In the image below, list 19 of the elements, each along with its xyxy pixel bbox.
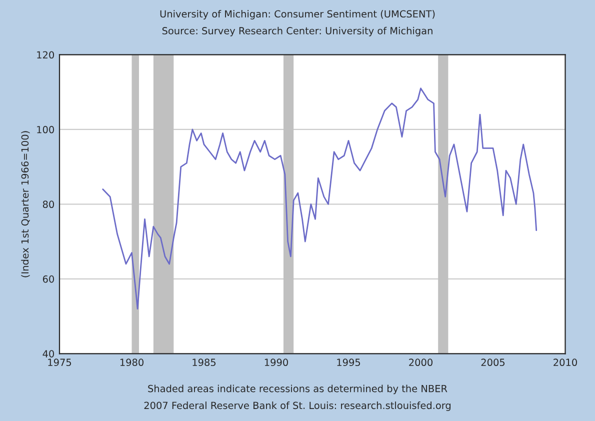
- y-axis-title: (Index 1st Quarter 1966=100): [21, 131, 30, 278]
- x-tick-label: 1975: [48, 358, 72, 366]
- x-tick-label: 1985: [192, 358, 216, 366]
- chart-subtitle: Source: Survey Research Center: University of Michigan: [162, 26, 432, 36]
- y-tick-label: 100: [37, 126, 54, 134]
- x-tick-label: 2010: [554, 358, 577, 366]
- line-series: [102, 88, 538, 310]
- text: Shaded areas indicate recessions as determined by the NBER: [148, 384, 448, 394]
- y-tick-label: 120: [37, 51, 54, 59]
- y-tick-label: 40: [42, 350, 54, 358]
- text: 2007 Federal Reserve Bank of St. Louis: research.stlouisfed.org: [144, 402, 450, 411]
- chart-title: University of Michigan: Consumer Sentiment (UMCSENT): [160, 10, 435, 20]
- x-tick-label: 1980: [120, 358, 144, 366]
- x-tick-label: 2000: [409, 358, 432, 366]
- x-tick-label: 2005: [481, 358, 505, 366]
- x-tick-label: 1995: [337, 358, 360, 366]
- y-tick-label: 80: [42, 200, 54, 208]
- y-tick-label: 60: [42, 275, 54, 283]
- x-tick-label: 1990: [264, 358, 288, 366]
